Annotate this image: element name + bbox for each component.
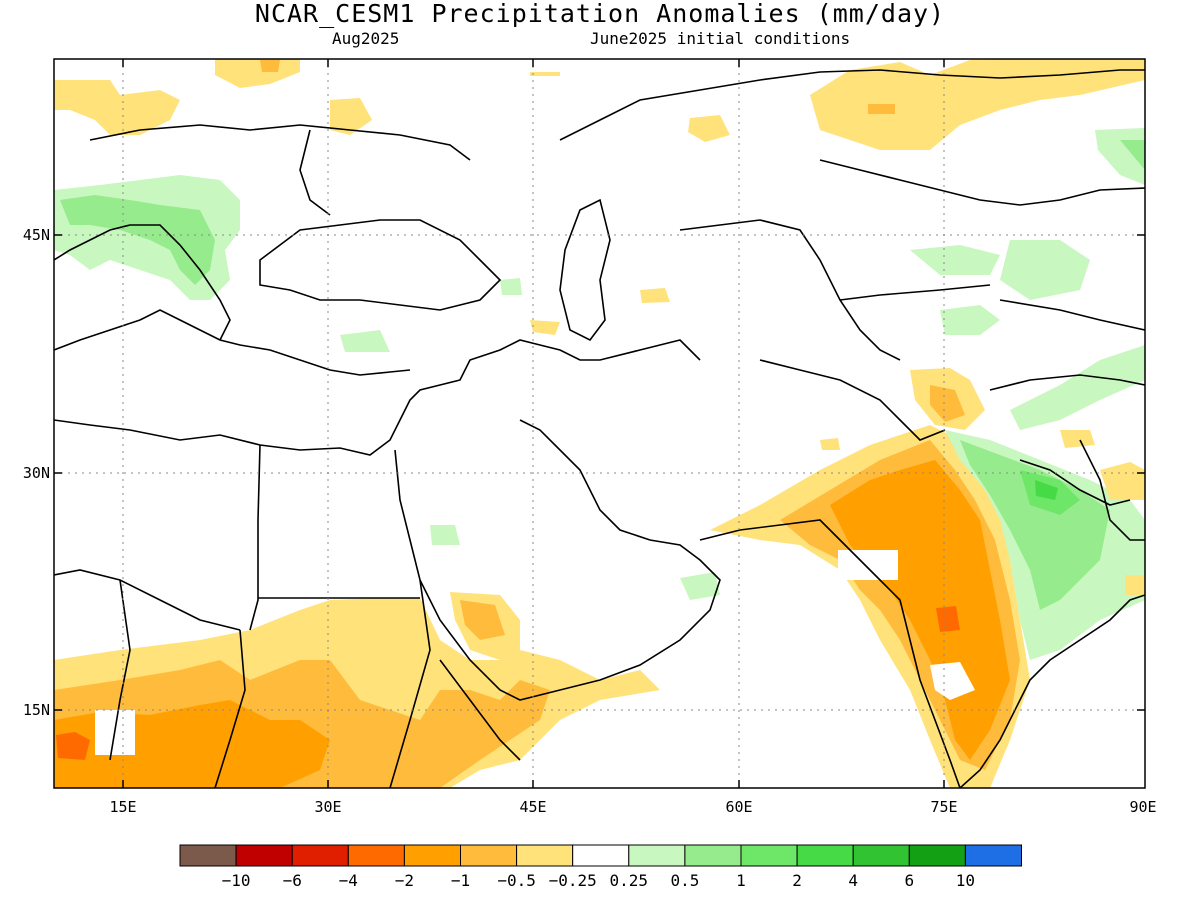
colorbar-label: 1: [736, 871, 746, 890]
colorbar-label: −10: [222, 871, 251, 890]
colorbar-label: −1: [451, 871, 470, 890]
colorbar-label: −0.5: [497, 871, 536, 890]
colorbar-swatch: [964, 844, 1023, 867]
tick-marks: [54, 59, 1145, 788]
lat-tick-label: 30N: [23, 464, 50, 482]
colorbar-label: −6: [283, 871, 302, 890]
colorbar-swatch: [460, 844, 518, 867]
lon-tick-label: 45E: [519, 798, 546, 816]
colorbar-label: 4: [848, 871, 858, 890]
coastlines: [54, 69, 1145, 788]
colorbar-label: 10: [956, 871, 975, 890]
colorbar: −10 −6 −4 −2 −1 −0.5 −0.25 0.25 0.5 1 2 4 6 10: [179, 844, 1023, 890]
colorbar-label: 2: [792, 871, 802, 890]
colorbar-label: 6: [904, 871, 914, 890]
colorbar-swatch: [572, 844, 630, 867]
colorbar-label: −4: [339, 871, 358, 890]
valid-month: Aug2025: [332, 29, 400, 48]
india-dry-core: [936, 606, 960, 632]
lon-tick-label: 60E: [725, 798, 752, 816]
colorbar-label: 0.25: [610, 871, 649, 890]
anomaly-fields: [54, 59, 1145, 788]
colorbar-swatch: [628, 844, 686, 867]
map-title: NCAR_CESM1 Precipitation Anomalies (mm/d…: [254, 0, 946, 28]
graticule: [54, 59, 1145, 788]
plot-frame: [53, 58, 1146, 789]
init-conditions: June2025 initial conditions: [590, 29, 851, 48]
colorbar-swatch: [684, 844, 742, 867]
colorbar-label: −0.25: [549, 871, 597, 890]
lat-tick-label: 15N: [23, 701, 50, 719]
colorbar-swatch: [291, 844, 349, 867]
colorbar-label: 0.5: [670, 871, 699, 890]
lon-tick-label: 15E: [109, 798, 136, 816]
colorbar-swatch: [852, 844, 910, 867]
lon-tick-label: 75E: [930, 798, 957, 816]
colorbar-swatch: [347, 844, 405, 867]
lon-tick-label: 30E: [314, 798, 341, 816]
himalaya-wet-mid: [960, 440, 1110, 610]
colorbar-swatch: [796, 844, 854, 867]
sahel-dry-core: [56, 732, 90, 760]
colorbar-swatch: [740, 844, 798, 867]
colorbar-swatch: [179, 844, 237, 867]
colorbar-swatch: [403, 844, 461, 867]
lat-tick-label: 45N: [23, 226, 50, 244]
colorbar-swatch: [908, 844, 966, 867]
colorbar-label: −2: [395, 871, 414, 890]
colorbar-swatch: [516, 844, 574, 867]
colorbar-swatch: [235, 844, 293, 867]
lon-tick-label: 90E: [1129, 798, 1156, 816]
